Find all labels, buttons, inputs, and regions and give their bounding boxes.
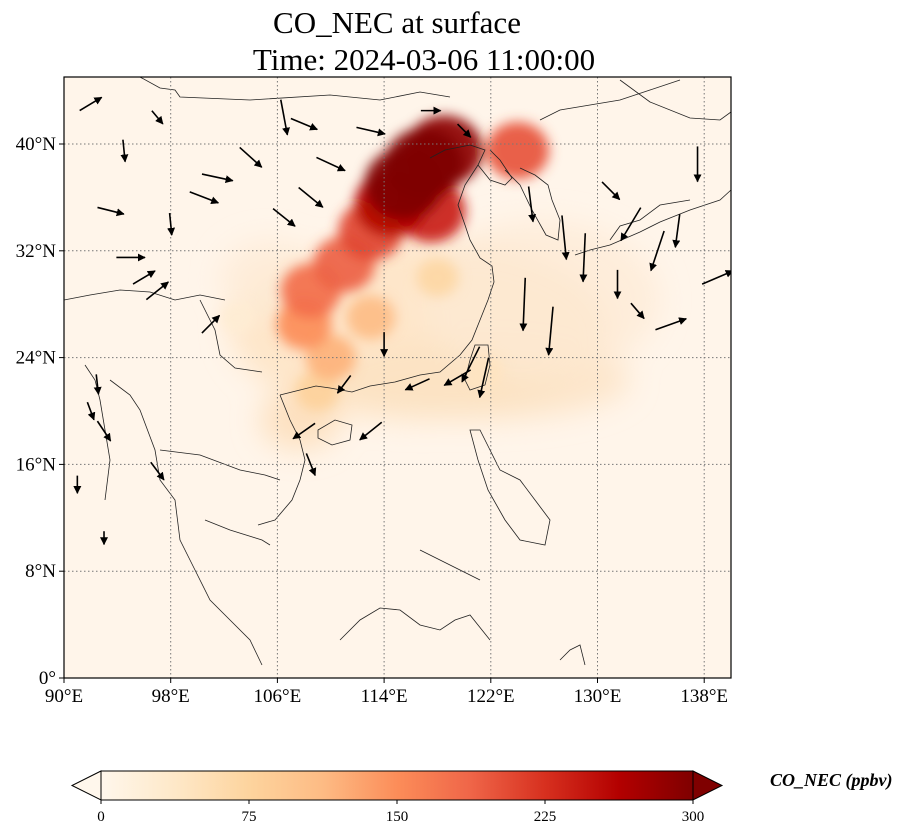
map-frame [63,76,732,679]
wind-arrow [620,207,642,242]
wind-arrow [456,123,472,138]
wind-arrow [461,346,481,383]
wind-arrow [298,186,324,208]
wind-arrow [601,181,621,201]
wind-arrow [672,214,681,249]
wind-arrow [93,374,102,395]
map-panel [64,77,731,678]
plume-cell [485,122,550,180]
y-tick-label: 0° [39,668,56,689]
wind-arrow [579,233,588,283]
wind-arrow [86,401,96,421]
colorbar-tick-label: 150 [386,809,409,825]
colorbar: 0 75 150 225 300 CO_NEC (ppbv) [70,770,893,825]
y-tick-label: 40°N [16,134,57,155]
wind-arrow [545,306,554,356]
wind-arrow [201,314,221,334]
colorbar-ticks: 0 75 150 225 300 [97,800,704,825]
x-tick-label: 122°E [467,686,515,707]
plume-layer [219,115,550,411]
gridlines [64,77,731,678]
wind-arrow [519,277,528,332]
y-tick-label: 24°N [16,348,57,369]
x-tick-label: 90°E [45,686,83,707]
x-axis: 90°E 98°E 106°E 114°E 122°E 130°E 138°E [45,678,728,707]
wind-arrow [120,139,129,163]
colorbar-tick-label: 0 [97,809,105,825]
wind-arrow [336,375,352,394]
wind-arrow [630,302,645,320]
colorbar-tick-label: 300 [682,809,705,825]
colorbar-extend-max [692,770,724,801]
y-tick-label: 8°N [25,561,56,582]
wind-arrow [272,208,296,227]
plume-cell [305,334,356,381]
wind-arrow [655,317,688,331]
wind-arrow [145,281,169,301]
wind-arrow [477,357,490,399]
plume-cell [295,371,340,411]
wind-arrow [279,99,290,136]
x-tick-label: 98°E [152,686,190,707]
x-tick-label: 114°E [361,686,408,707]
wind-arrow [132,270,156,285]
wind-arrow [150,461,165,481]
wind-arrow [356,126,386,137]
wind-arrow [79,96,103,112]
wind-arrow [167,213,176,236]
wind-arrow [305,453,317,477]
colorbar-label: CO_NEC (ppbv) [770,770,893,791]
wind-arrow [561,215,570,261]
wind-arrow [292,422,316,440]
colorbar-gradient [100,770,694,801]
wind-vectors [73,96,731,546]
wind-arrow [151,110,164,125]
x-tick-label: 138°E [680,686,728,707]
plume-cell [465,353,504,389]
y-tick-label: 16°N [16,454,57,475]
plume-cell [364,148,444,221]
colorbar-tick-label: 75 [242,809,257,825]
wind-arrow [649,230,665,272]
wind-arrow [239,146,263,168]
x-tick-label: 106°E [254,686,302,707]
wind-arrow [290,117,319,131]
plume-cell [416,258,459,297]
wind-arrow [527,186,537,223]
chart-subtitle: Time: 2024-03-06 11:00:00 [253,42,595,77]
wind-arrow [201,173,234,184]
y-tick-label: 32°N [16,241,57,262]
wind-arrow [404,378,430,391]
chart-title: CO_NEC at surface [273,5,521,40]
y-axis: 0° 8°N 16°N 24°N 32°N 40°N [16,134,64,689]
wind-arrow [189,191,220,205]
wind-arrow [97,206,125,217]
colorbar-extend-min [70,770,102,801]
wind-arrow [96,420,112,442]
x-tick-label: 130°E [574,686,622,707]
wind-arrow [316,156,346,172]
wind-arrow [359,421,383,441]
plume-cell [219,301,255,334]
plume-cell [346,295,396,340]
colorbar-tick-label: 225 [534,809,557,825]
coastlines [64,77,731,666]
wind-arrow [701,270,731,285]
